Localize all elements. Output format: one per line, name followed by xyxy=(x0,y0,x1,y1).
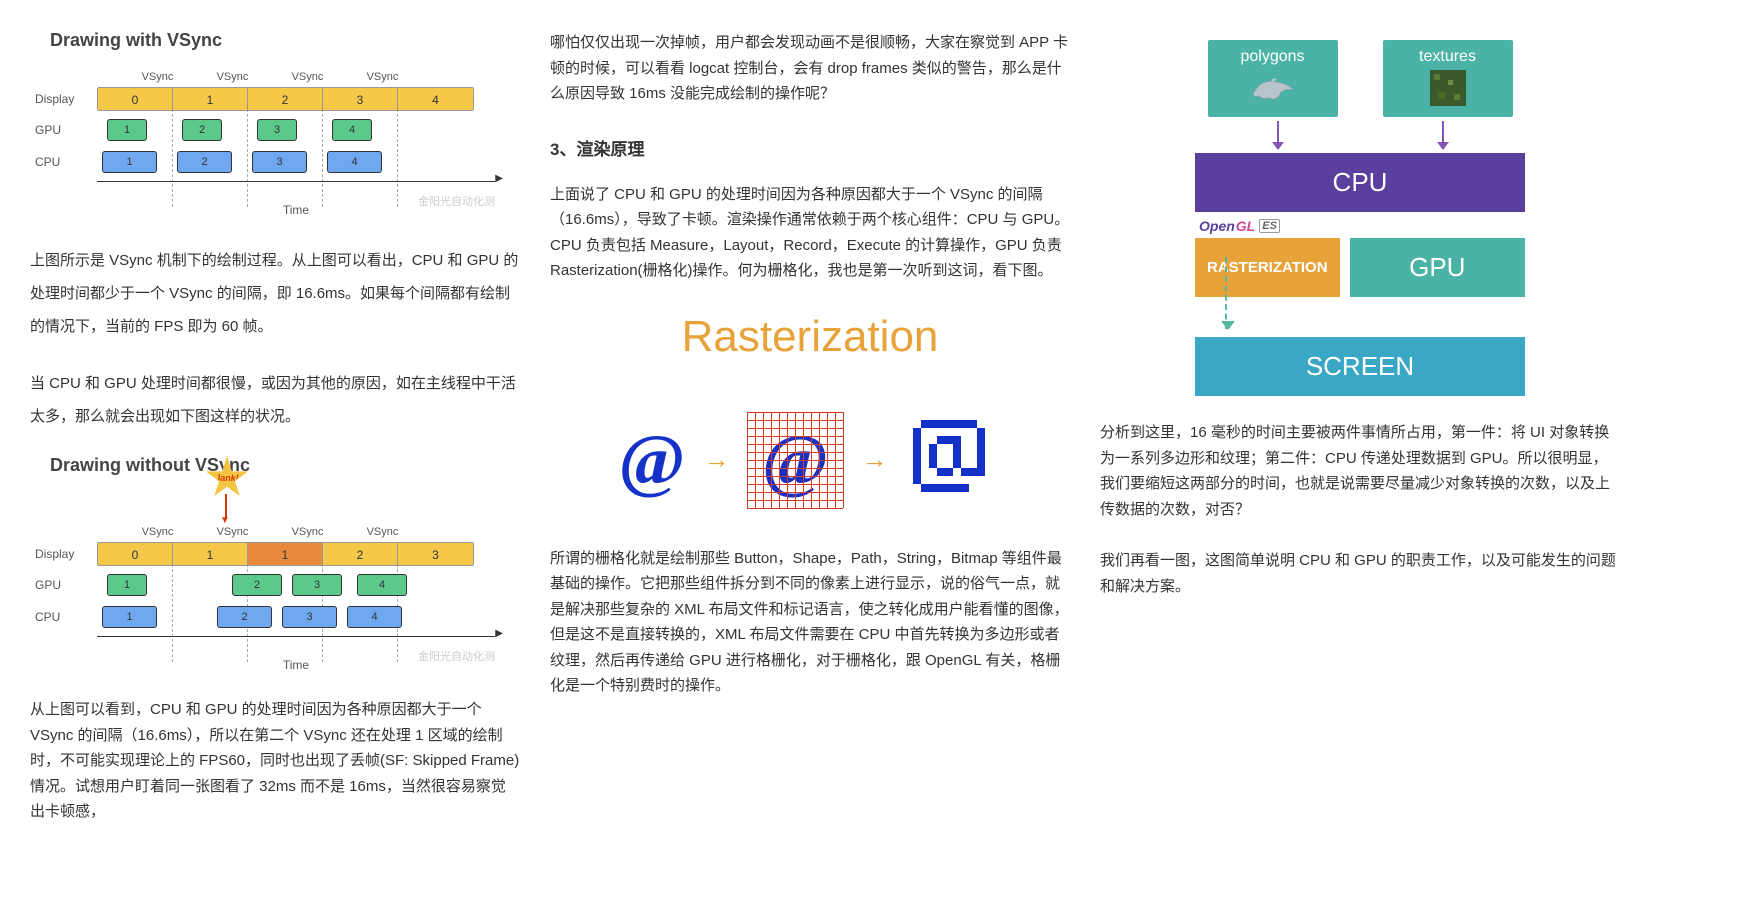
jank-callout: Jank! xyxy=(205,456,249,500)
rasterization-diagram: @ → @ → xyxy=(550,412,1070,508)
col2-para1: 上面说了 CPU 和 GPU 的处理时间因为各种原因都大于一个 VSync 的间… xyxy=(550,182,1070,284)
raster-arrow-icon: → xyxy=(861,444,887,475)
display-track: 01123 xyxy=(97,542,474,566)
raster-arrow-icon: → xyxy=(703,444,729,475)
col3-para1: 分析到这里，16 毫秒的时间主要被两件事情所占用，第一件：将 UI 对象转换为一… xyxy=(1100,420,1620,522)
timing-diagram-vsync: VSyncVSyncVSyncVSync Display 01234 GPU 1… xyxy=(35,71,495,217)
column-middle: 哪怕仅仅出现一次掉帧，用户都会发现动画不是很顺畅，大家在察觉到 APP 卡顿的时… xyxy=(550,20,1070,894)
polygons-label: polygons xyxy=(1208,48,1338,66)
diagram2-description: 从上图可以看到，CPU 和 GPU 的处理时间因为各种原因都大于一个 VSync… xyxy=(30,697,520,825)
texture-swatch-icon xyxy=(1424,70,1472,106)
at-pixelated-icon xyxy=(905,412,1001,508)
grid-overlay xyxy=(747,412,843,508)
display-row-label: Display xyxy=(35,92,97,106)
diagram1-title: Drawing with VSync xyxy=(50,30,520,51)
gpu-row-label: GPU xyxy=(35,578,97,592)
col2-intro: 哪怕仅仅出现一次掉帧，用户都会发现动画不是很顺畅，大家在察觉到 APP 卡顿的时… xyxy=(550,30,1070,107)
cpu-track: 1234 xyxy=(97,149,472,175)
polygons-box: polygons xyxy=(1208,40,1338,117)
gpu-track: 1234 xyxy=(97,117,472,143)
jank-star-icon: Jank! xyxy=(205,456,249,500)
cpu-box: CPU xyxy=(1195,153,1525,212)
vsync-labels-row: VSyncVSyncVSyncVSync xyxy=(120,71,495,83)
gpu-track: 1234 xyxy=(97,572,472,598)
timing-diagram-no-vsync: Jank! VSyncVSyncVSyncVSync Display 01123… xyxy=(35,496,495,672)
diagram2-title: Drawing without VSync xyxy=(50,455,520,476)
jank-arrow-icon xyxy=(225,494,227,518)
display-track: 01234 xyxy=(97,87,474,111)
watermark-text: 金阳光自动化测 xyxy=(418,648,495,664)
textures-label: textures xyxy=(1383,48,1513,66)
column-left: Drawing with VSync VSyncVSyncVSyncVSync … xyxy=(30,20,520,894)
down-arrow-icon xyxy=(1277,121,1279,149)
display-row-label: Display xyxy=(35,547,97,561)
watermark-text: 金阳光自动化测 xyxy=(418,193,495,209)
gpu-box: GPU xyxy=(1350,238,1525,297)
col2-para2: 所谓的栅格化就是绘制那些 Button，Shape，Path，String，Bi… xyxy=(550,546,1070,699)
rasterization-box: RASTERIZATION xyxy=(1195,238,1340,297)
opengl-es: ES xyxy=(1259,219,1280,233)
at-with-grid-icon: @ xyxy=(747,412,843,508)
gpu-pipeline-diagram: polygons textures CPU OpenGL ES RASTERIZA… xyxy=(1195,40,1525,396)
cpu-row-label: CPU xyxy=(35,610,97,624)
down-arrow-icon xyxy=(1442,121,1444,149)
column-right: polygons textures CPU OpenGL ES RASTERIZA… xyxy=(1100,20,1620,894)
col3-para2: 我们再看一图，这图简单说明 CPU 和 GPU 的职责工作，以及可能发生的问题和… xyxy=(1100,548,1620,599)
rasterization-title: Rasterization xyxy=(550,312,1070,362)
screen-box: SCREEN xyxy=(1195,337,1525,396)
cpu-row-label: CPU xyxy=(35,155,97,169)
opengl-open: Open xyxy=(1199,218,1235,234)
at-vector-icon: @ xyxy=(619,424,686,496)
gpu-screen-arrow-icon xyxy=(1225,257,1227,329)
section-heading-render: 3、渲染原理 xyxy=(550,135,1070,160)
vsync-labels-row: VSyncVSyncVSyncVSync xyxy=(120,526,495,538)
opengl-es-label: OpenGL ES xyxy=(1199,218,1525,234)
dolphin-icon xyxy=(1249,70,1297,106)
gpu-row-label: GPU xyxy=(35,123,97,137)
cpu-track: 1234 xyxy=(97,604,472,630)
diagram1-description: 上图所示是 VSync 机制下的绘制过程。从上图可以看出，CPU 和 GPU 的… xyxy=(30,244,520,343)
mid-paragraph: 当 CPU 和 GPU 处理时间都很慢，或因为其他的原因，如在主线程中干活太多，… xyxy=(30,367,520,433)
opengl-gl: GL xyxy=(1236,218,1255,234)
textures-box: textures xyxy=(1383,40,1513,117)
